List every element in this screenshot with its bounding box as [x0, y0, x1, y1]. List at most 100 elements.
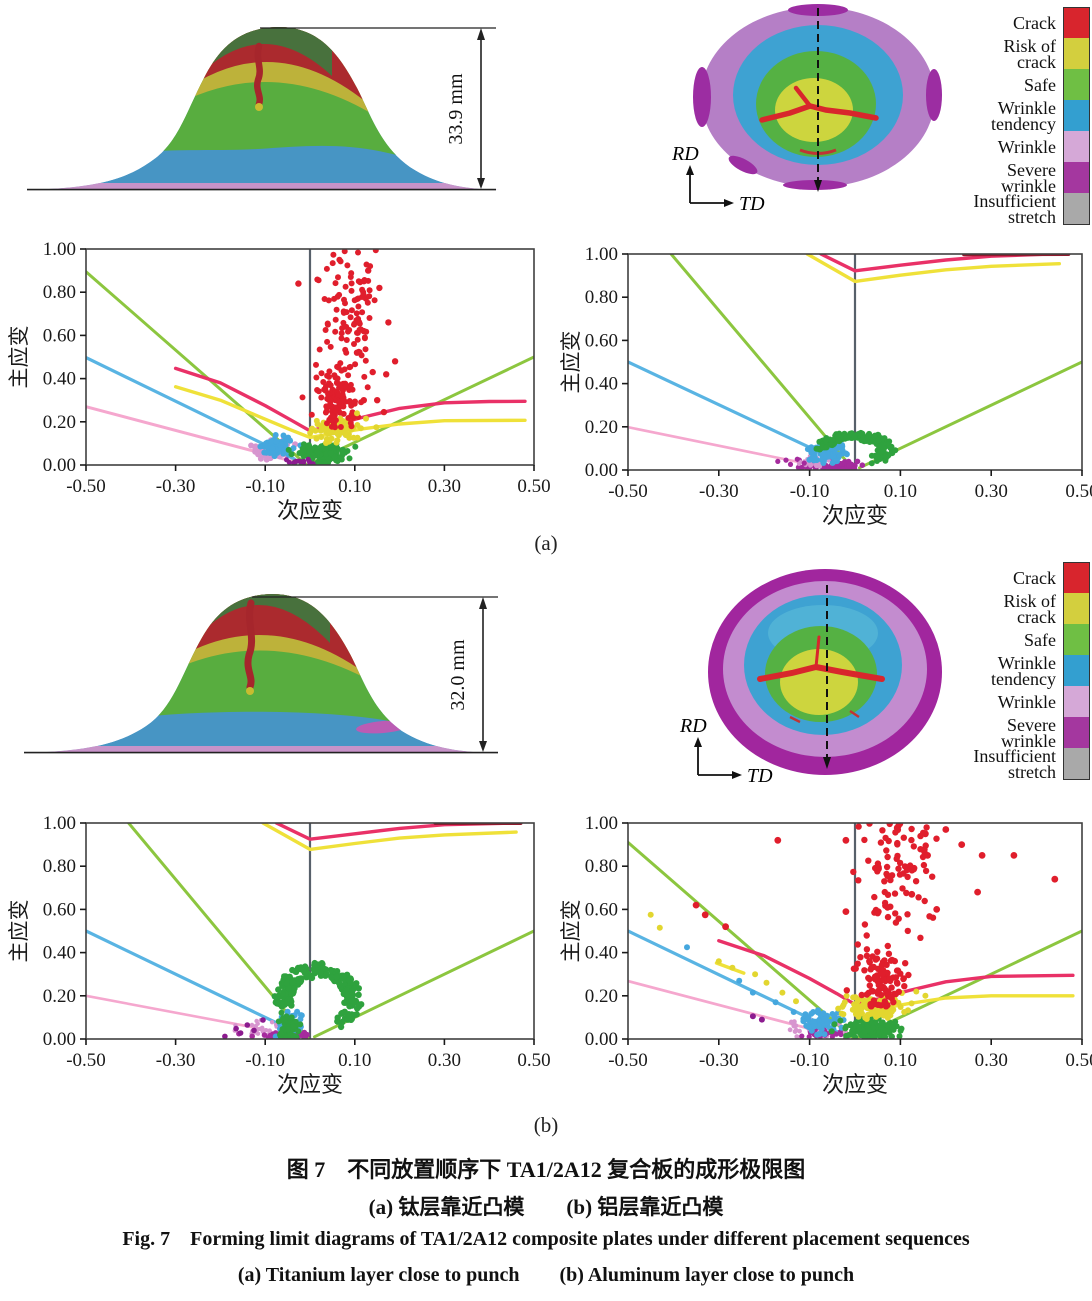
svg-text:0.30: 0.30	[428, 476, 461, 497]
svg-text:0.40: 0.40	[43, 943, 76, 964]
svg-text:0.00: 0.00	[585, 460, 618, 481]
svg-text:-0.30: -0.30	[156, 476, 196, 497]
legend-swatch	[1063, 69, 1090, 100]
svg-text:0.60: 0.60	[43, 325, 76, 346]
svg-text:0.40: 0.40	[585, 374, 618, 395]
legend-label: Wrinkle tendency	[991, 652, 1056, 689]
legend-swatch	[1063, 655, 1090, 686]
svg-text:0.30: 0.30	[975, 481, 1008, 502]
svg-text:0.60: 0.60	[43, 899, 76, 920]
svg-text:1.00: 1.00	[585, 244, 618, 265]
legend-swatch	[1063, 593, 1090, 624]
svg-text:0.30: 0.30	[428, 1050, 461, 1071]
svg-text:-0.30: -0.30	[699, 1050, 739, 1071]
legend-item-crack: Crack	[920, 561, 1090, 594]
top-view-a: RD TD	[671, 4, 942, 215]
legend-item-wrinkle: Wrinkle tendency	[920, 652, 1090, 689]
svg-text:-0.10: -0.10	[790, 1050, 830, 1071]
svg-text:0.60: 0.60	[585, 330, 618, 351]
svg-text:-0.50: -0.50	[66, 1050, 106, 1071]
legend-label: Severe wrinkle	[1001, 714, 1056, 751]
dome-side-view-a: 33.9 mm	[27, 27, 500, 191]
svg-text:-0.50: -0.50	[608, 1050, 648, 1071]
y-axis-label: 主应变	[559, 900, 583, 963]
section-line	[823, 585, 831, 769]
legend-item-insufficient: Insufficient stretch	[920, 745, 1090, 782]
svg-text:0.40: 0.40	[585, 943, 618, 964]
legend-label: Risk of crack	[1003, 35, 1056, 72]
legend-label: Severe wrinkle	[1001, 159, 1056, 196]
height-value-b: 32.0 mm	[447, 639, 469, 711]
legend-item-severe: Severe wrinkle	[920, 159, 1090, 196]
svg-text:0.20: 0.20	[43, 986, 76, 1007]
rd-axis-label: RD	[679, 715, 707, 737]
svg-text:0.00: 0.00	[43, 455, 76, 476]
fld-chart-b-right: -0.50 -0.30 -0.10 0.10 0.30 0.50 0.00 0.20 0.40 0…	[559, 813, 1092, 1097]
svg-text:0.40: 0.40	[43, 369, 76, 390]
td-axis-label: TD	[739, 193, 765, 215]
rd-axis-label: RD	[671, 143, 699, 165]
fld-chart-b-left: -0.50 -0.30 -0.10 0.10 0.30 0.50 0.00 0.20 0.40 0…	[7, 813, 551, 1097]
legend-item-wrinkle: Wrinkle	[920, 686, 1090, 717]
caption-en-sub: (a) Titanium layer close to punch (b) Al…	[237, 1264, 855, 1286]
height-value-a: 33.9 mm	[445, 73, 467, 145]
legend-item-safe: Safe	[920, 69, 1090, 100]
legend-label: Risk of crack	[1003, 590, 1056, 627]
crack-mark	[244, 599, 256, 691]
svg-text:1.00: 1.00	[43, 813, 76, 834]
svg-text:-0.10: -0.10	[790, 481, 830, 502]
legend-label: Crack	[1013, 12, 1056, 33]
dome-b-color-bands	[24, 594, 494, 753]
legend-item-severe: Severe wrinkle	[920, 714, 1090, 751]
svg-text:-0.30: -0.30	[699, 481, 739, 502]
y-axis-label: 主应变	[559, 331, 583, 394]
legend-item-safe: Safe	[920, 624, 1090, 655]
x-axis-label: 次应变	[277, 498, 343, 523]
svg-text:0.00: 0.00	[43, 1029, 76, 1050]
fld-chart-a-right: -0.50 -0.30 -0.10 0.10 0.30 0.50 0.00 0.20 0.40 0…	[559, 244, 1092, 528]
legend-swatch	[1063, 162, 1090, 193]
legend-item-risk-of: Risk of crack	[920, 590, 1090, 627]
subfigure-label-a: (a)	[534, 531, 558, 555]
legend-label: Wrinkle	[997, 136, 1056, 157]
legend-swatch	[1063, 6, 1090, 39]
svg-text:0.50: 0.50	[1065, 1050, 1092, 1071]
top-view-b: RD TD	[679, 569, 942, 787]
svg-text:0.10: 0.10	[338, 1050, 371, 1071]
y-axis-label: 主应变	[7, 326, 31, 389]
svg-text:-0.50: -0.50	[608, 481, 648, 502]
caption-en-title: Fig. 7 Forming limit diagrams of TA1/2A1…	[122, 1228, 970, 1250]
svg-text:0.80: 0.80	[585, 856, 618, 877]
svg-text:1.00: 1.00	[43, 239, 76, 260]
legend-label: Insufficient stretch	[973, 745, 1056, 782]
svg-text:0.50: 0.50	[517, 1050, 550, 1071]
svg-text:0.50: 0.50	[517, 476, 550, 497]
color-legend-a: Crack Risk of crack Safe Wrinkle tendenc…	[920, 6, 1090, 226]
legend-item-wrinkle: Wrinkle tendency	[920, 99, 1090, 133]
legend-swatch	[1063, 747, 1090, 780]
crack-mark	[759, 103, 879, 123]
legend-item-crack: Crack	[920, 6, 1090, 39]
x-axis-label: 次应变	[822, 1072, 888, 1097]
legend-swatch	[1063, 38, 1090, 69]
legend-swatch	[1063, 561, 1090, 594]
x-axis-label: 次应变	[277, 1072, 343, 1097]
svg-text:-0.10: -0.10	[245, 476, 285, 497]
td-axis-label: TD	[747, 765, 773, 787]
rd-td-axes: RD TD	[671, 143, 765, 215]
legend-label: Safe	[1024, 629, 1056, 650]
caption-zh-sub: (a) 钛层靠近凸模 (b) 铝层靠近凸模	[368, 1195, 724, 1219]
svg-text:1.00: 1.00	[585, 813, 618, 834]
svg-text:0.50: 0.50	[1065, 481, 1092, 502]
legend-label: Crack	[1013, 567, 1056, 588]
svg-text:0.20: 0.20	[585, 986, 618, 1007]
legend-swatch	[1063, 624, 1090, 655]
svg-text:0.00: 0.00	[585, 1029, 618, 1050]
legend-swatch	[1063, 717, 1090, 748]
svg-text:0.10: 0.10	[884, 1050, 917, 1071]
crack-mark	[254, 42, 263, 108]
svg-text:0.80: 0.80	[43, 282, 76, 303]
svg-text:0.30: 0.30	[975, 1050, 1008, 1071]
rd-td-axes: RD TD	[679, 715, 773, 787]
